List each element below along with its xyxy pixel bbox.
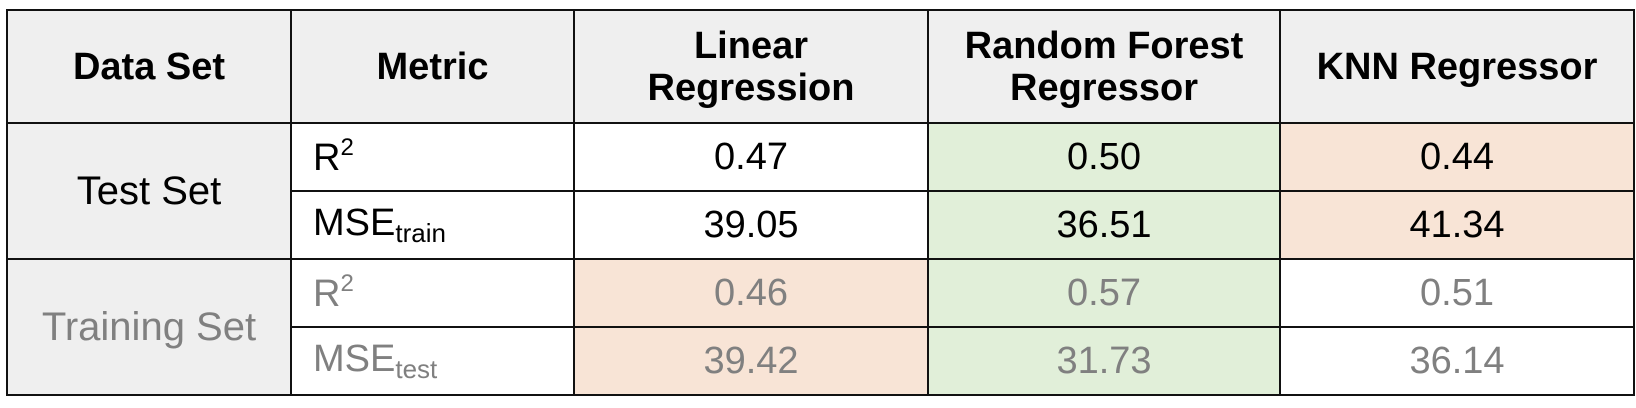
- header-rf-line2: Regressor: [1010, 66, 1198, 109]
- header-linear-regression: Linear Regression: [573, 9, 929, 124]
- metric-name: MSE: [313, 201, 396, 244]
- value-cell: 41.34: [1279, 190, 1635, 260]
- header-random-forest: Random Forest Regressor: [927, 9, 1281, 124]
- value-cell: 36.51: [927, 190, 1281, 260]
- metric-subscript: test: [395, 353, 438, 384]
- header-metric: Metric: [290, 9, 575, 124]
- header-linear-line1: Linear: [693, 24, 809, 67]
- metric-name: R: [313, 273, 341, 315]
- metric-cell: R2: [290, 258, 575, 328]
- header-linear-line2: Regression: [647, 66, 855, 109]
- metric-cell: MSEtrain: [290, 190, 575, 260]
- value-cell: 0.44: [1279, 122, 1635, 192]
- metric-subscript: train: [395, 217, 446, 248]
- metric-cell: R2: [290, 122, 575, 192]
- metric-name: R: [313, 137, 341, 179]
- header-row: Data Set Metric Linear Regression Random…: [6, 9, 1635, 124]
- results-table: Data Set Metric Linear Regression Random…: [6, 9, 1635, 396]
- table-row: Test Set R2 0.47 0.50 0.44: [6, 122, 1635, 260]
- metric-cell: MSEtest: [290, 326, 575, 396]
- metric-name: MSE: [313, 337, 396, 380]
- table-row: MSEtrain 39.05 36.51 41.34: [7, 190, 1635, 260]
- value-cell: 31.73: [927, 326, 1281, 396]
- table-row: MSEtest 39.42 31.73 36.14: [7, 326, 1635, 396]
- header-knn-regressor: KNN Regressor: [1279, 9, 1635, 124]
- metric-superscript: 2: [340, 134, 354, 161]
- value-cell: 0.50: [927, 122, 1281, 192]
- group-label-test-set: Test Set: [6, 122, 292, 260]
- value-cell: 39.05: [573, 190, 929, 260]
- value-cell: 0.57: [927, 258, 1281, 328]
- value-cell: 0.51: [1279, 258, 1635, 328]
- header-rf-line1: Random Forest: [964, 24, 1244, 67]
- metric-superscript: 2: [340, 270, 354, 297]
- value-cell: 36.14: [1279, 326, 1635, 396]
- table-row: Training Set R2 0.46 0.57 0.51: [6, 258, 1635, 396]
- value-cell: 0.47: [573, 122, 929, 192]
- group-label-training-set: Training Set: [6, 258, 292, 396]
- value-cell: 39.42: [573, 326, 929, 396]
- header-data-set: Data Set: [6, 9, 292, 124]
- value-cell: 0.46: [573, 258, 929, 328]
